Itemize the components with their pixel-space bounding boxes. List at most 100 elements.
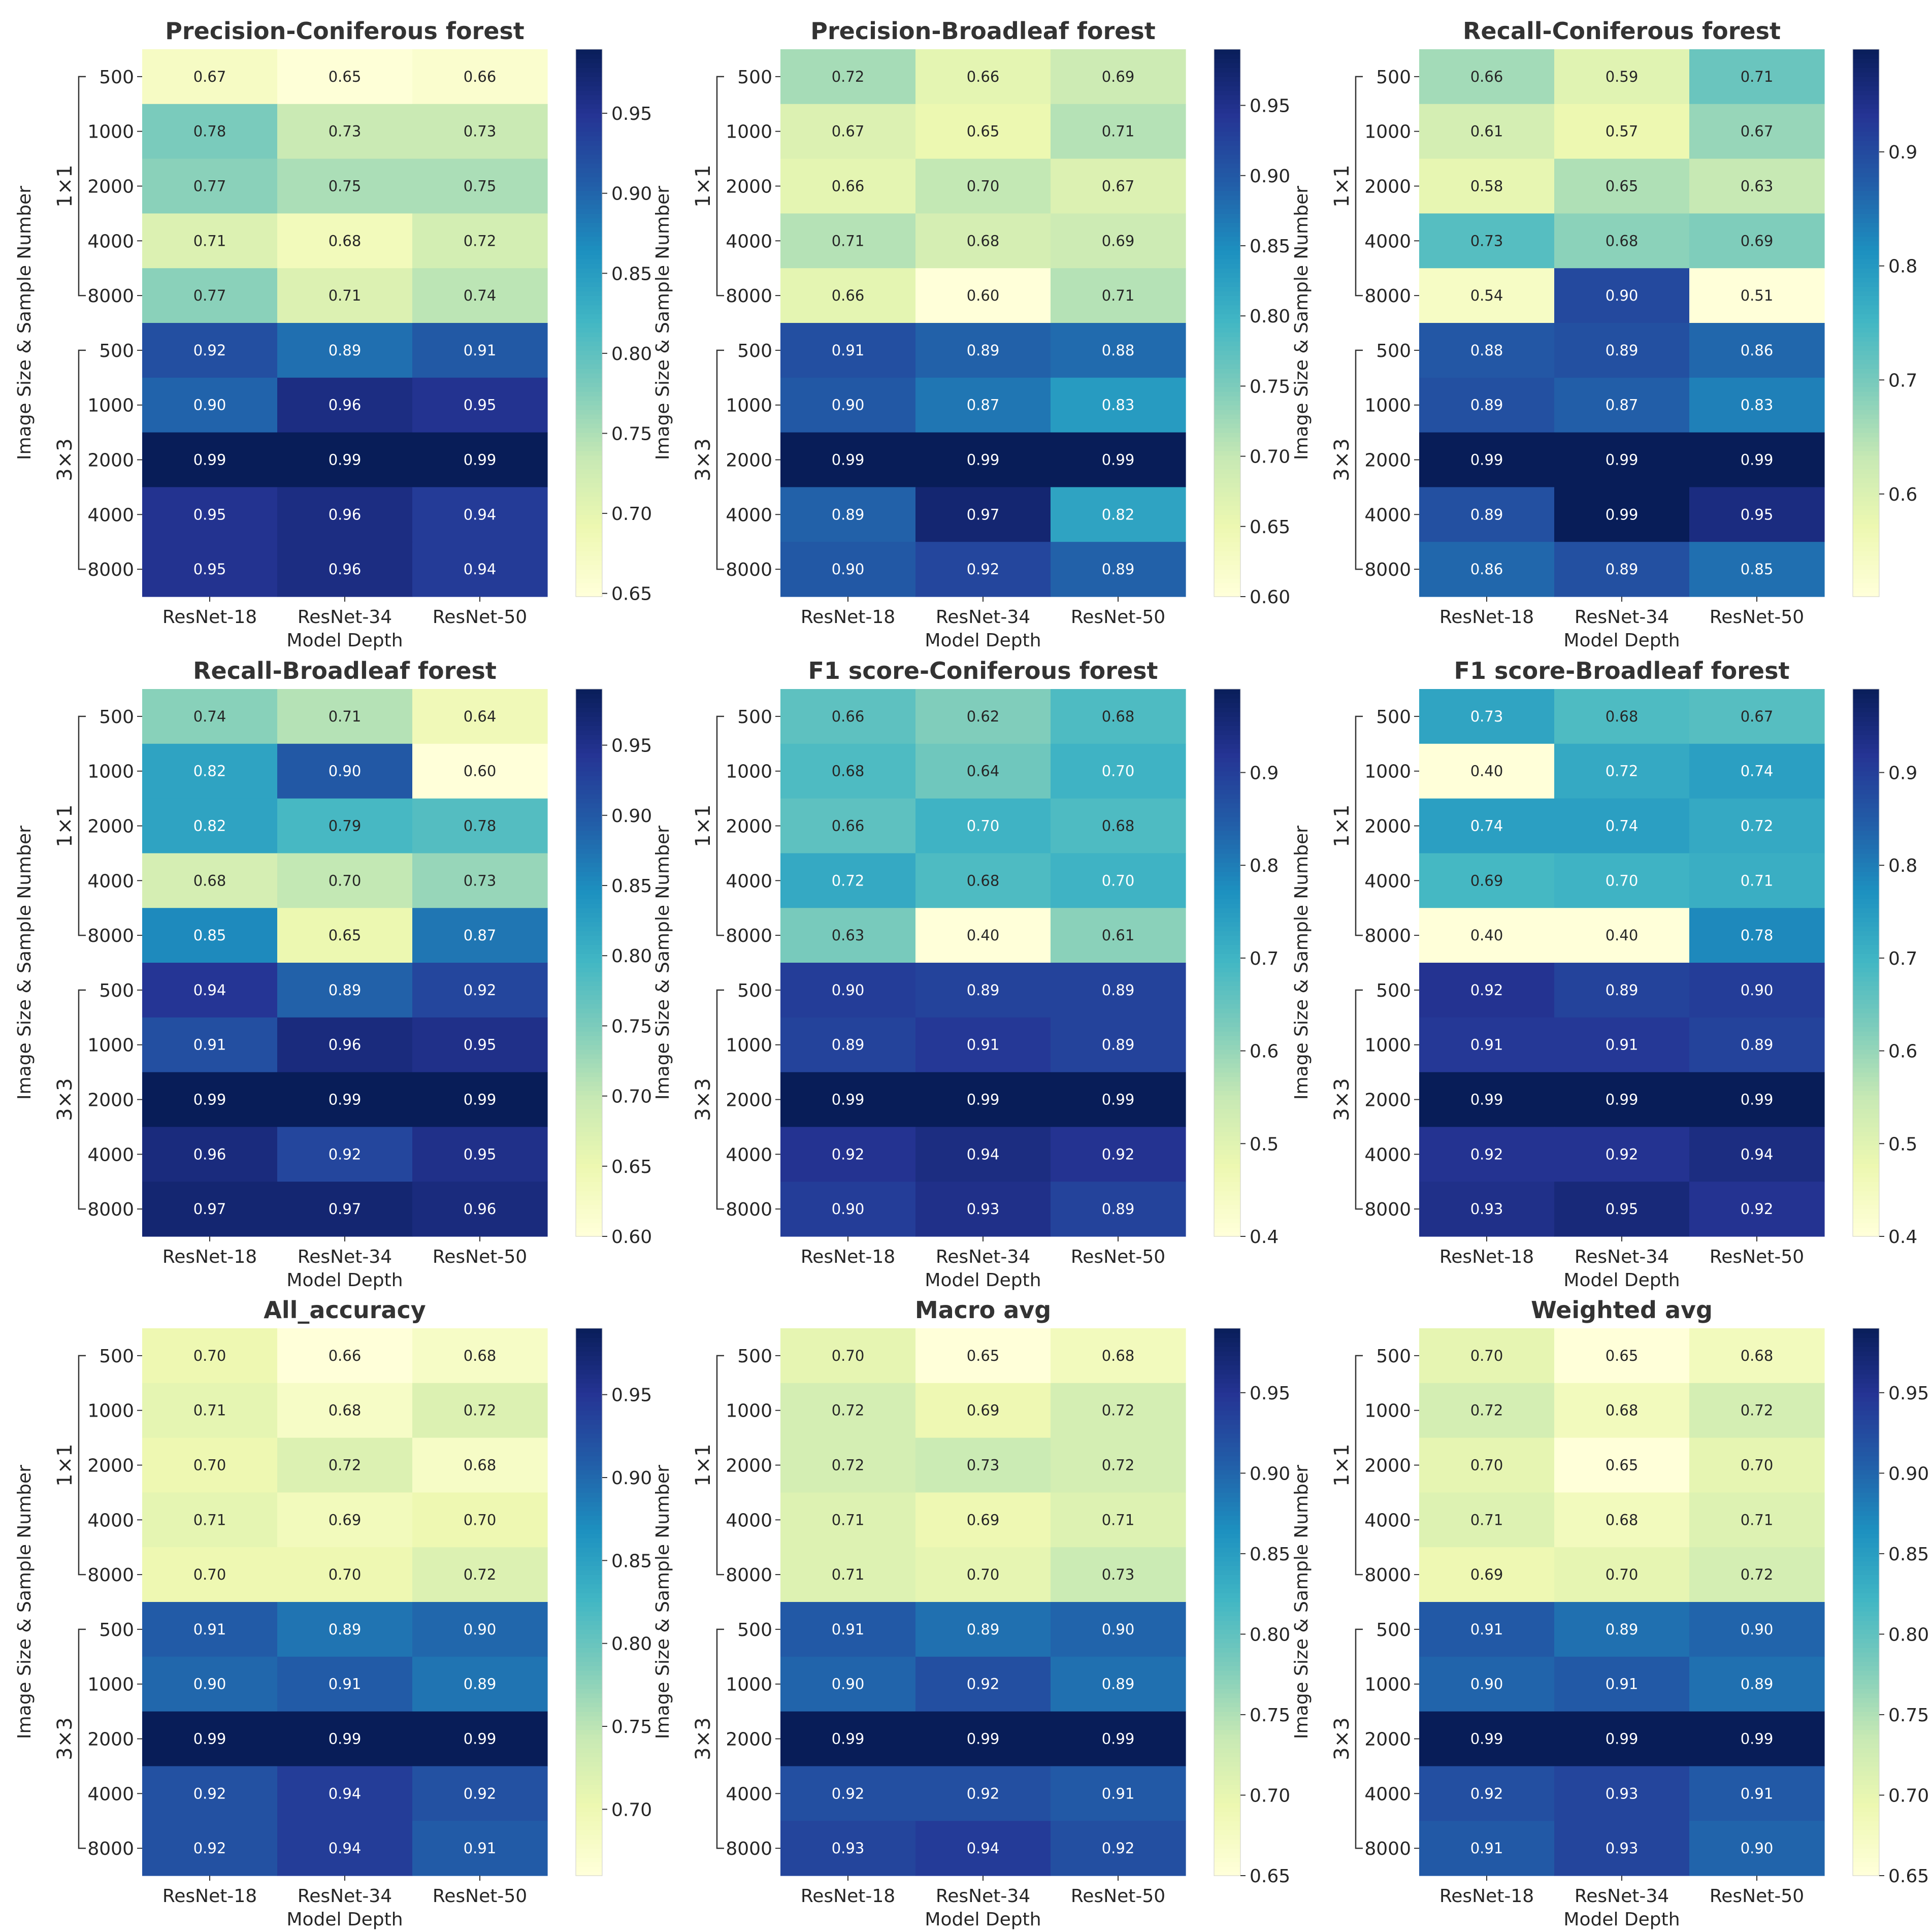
colorbar-segment <box>576 49 602 54</box>
colorbar-segment <box>576 555 602 561</box>
colorbar-tick-label: 0.60 <box>1250 587 1290 608</box>
colorbar-segment <box>576 862 602 868</box>
colorbar-segment <box>576 912 602 918</box>
colorbar-segment <box>1214 259 1240 265</box>
cell-value-label: 0.72 <box>464 232 497 249</box>
colorbar-segment <box>1853 1428 1879 1434</box>
heatmap-cell <box>1689 323 1825 378</box>
colorbar-segment <box>1214 912 1240 918</box>
cell-value-label: 0.99 <box>967 1091 1000 1108</box>
colorbar-segment <box>1853 1793 1879 1799</box>
y-tick-label: 2000 <box>1364 1090 1411 1111</box>
colorbar-segment <box>1853 396 1879 401</box>
colorbar-segment <box>1853 1688 1879 1694</box>
colorbar-segment <box>576 400 602 406</box>
colorbar-segment <box>1853 1488 1879 1493</box>
colorbar-segment <box>576 1529 602 1534</box>
colorbar-segment <box>1853 542 1879 547</box>
colorbar-segment <box>576 364 602 369</box>
colorbar-segment <box>576 58 602 63</box>
y-axis-label: Image Size & Sample Number <box>1291 186 1312 460</box>
heatmap-cell <box>277 1328 413 1384</box>
colorbar-segment <box>576 1456 602 1461</box>
colorbar-segment <box>1853 177 1879 182</box>
colorbar-segment <box>576 1684 602 1689</box>
colorbar-segment <box>576 1752 602 1758</box>
colorbar-segment <box>1853 90 1879 95</box>
heatmap-cell <box>1051 432 1186 487</box>
colorbar-segment <box>576 1739 602 1744</box>
heatmap-cell <box>780 689 916 744</box>
colorbar-segment <box>1853 501 1879 506</box>
colorbar-segment <box>1853 364 1879 369</box>
colorbar-segment <box>1853 1575 1879 1580</box>
colorbar-segment <box>576 505 602 511</box>
cell-value-label: 0.61 <box>1470 123 1503 140</box>
colorbar-segment <box>1853 1108 1879 1114</box>
cell-value-label: 0.95 <box>1741 506 1774 523</box>
colorbar-segment <box>1853 218 1879 223</box>
colorbar-segment <box>1214 940 1240 945</box>
colorbar-tick-label: 0.8 <box>1888 256 1917 277</box>
colorbar-segment <box>1853 853 1879 859</box>
y-tick-label: 1000 <box>1364 396 1411 416</box>
heatmap-cell <box>1689 377 1825 433</box>
colorbar-segment <box>1214 1424 1240 1429</box>
colorbar-segment <box>576 145 602 150</box>
colorbar-segment <box>576 1807 602 1813</box>
y-tick-label: 500 <box>737 67 772 88</box>
colorbar-segment <box>1853 1825 1879 1830</box>
heatmap-cell <box>1689 542 1825 597</box>
cell-value-label: 0.90 <box>193 397 226 414</box>
colorbar-segment <box>576 1853 602 1858</box>
colorbar-segment <box>1214 1044 1240 1050</box>
colorbar-segment <box>1214 62 1240 68</box>
cell-value-label: 0.78 <box>1741 927 1774 944</box>
cell-value-label: 0.74 <box>193 708 226 725</box>
colorbar-segment <box>1853 209 1879 214</box>
cell-value-label: 0.90 <box>1102 1621 1135 1638</box>
colorbar-segment <box>576 1163 602 1169</box>
heatmap-cell <box>1554 323 1690 378</box>
y-tick-label: 500 <box>1376 67 1411 88</box>
colorbar-segment <box>576 1026 602 1032</box>
y-tick-label: 8000 <box>1364 1565 1411 1586</box>
colorbar-segment <box>1214 1086 1240 1091</box>
cell-value-label: 0.72 <box>832 68 865 85</box>
colorbar-segment <box>576 108 602 114</box>
colorbar-tick-label: 0.70 <box>1888 1785 1929 1806</box>
colorbar-segment <box>1214 487 1240 493</box>
colorbar-segment <box>1853 1163 1879 1169</box>
colorbar-segment <box>1214 309 1240 314</box>
colorbar-segment <box>1853 1154 1879 1160</box>
heatmap-cell <box>277 1656 413 1712</box>
heatmap-cell <box>1419 689 1555 744</box>
heatmap-cell <box>1051 1766 1186 1821</box>
colorbar-segment <box>1853 1798 1879 1804</box>
colorbar-segment <box>576 1638 602 1644</box>
colorbar-segment <box>1853 1803 1879 1808</box>
colorbar-segment <box>576 377 602 383</box>
cell-value-label: 0.63 <box>1741 178 1774 195</box>
heatmap-cell <box>1689 1017 1825 1073</box>
cell-value-label: 0.99 <box>1102 1730 1135 1748</box>
heatmap-cell <box>915 542 1051 597</box>
cell-value-label: 0.99 <box>1741 451 1774 469</box>
colorbar-segment <box>576 418 602 424</box>
x-tick-label: ResNet-34 <box>936 607 1030 628</box>
colorbar-segment <box>1853 227 1879 233</box>
colorbar-segment <box>1853 354 1879 360</box>
colorbar-segment <box>576 1442 602 1448</box>
colorbar-segment <box>1214 1154 1240 1160</box>
y-tick-label: 8000 <box>726 286 772 307</box>
cell-value-label: 0.96 <box>329 397 362 414</box>
cell-value-label: 0.72 <box>1741 817 1774 835</box>
colorbar-segment <box>1853 1145 1879 1151</box>
row-group-bracket <box>716 1355 724 1576</box>
colorbar-segment <box>1214 1008 1240 1013</box>
cell-value-label: 0.89 <box>1741 1676 1774 1693</box>
colorbar-segment <box>576 1012 602 1018</box>
heatmap-cell <box>142 487 278 542</box>
colorbar-segment <box>1853 1451 1879 1457</box>
